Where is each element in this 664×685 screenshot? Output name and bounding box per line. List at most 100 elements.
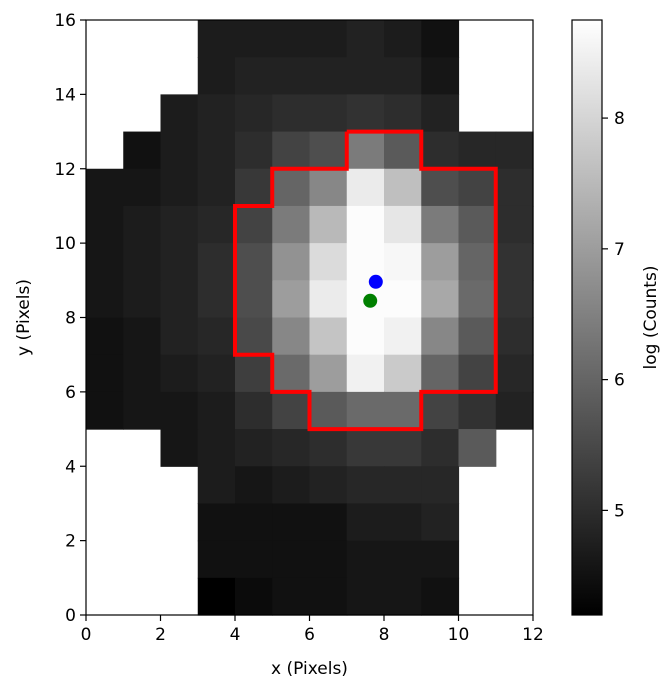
heatmap-cell — [458, 317, 497, 356]
heatmap-cell — [458, 205, 497, 244]
heatmap-cell — [384, 280, 422, 319]
heatmap-cell — [272, 354, 311, 393]
heatmap-cell — [197, 317, 236, 356]
heatmap-cell — [309, 540, 348, 579]
heatmap-cell — [346, 577, 385, 616]
heatmap-cell — [309, 131, 348, 170]
heatmap-cell — [160, 391, 199, 430]
heatmap-cell — [197, 503, 236, 542]
colorbar-tick-label: 8 — [614, 109, 625, 129]
heatmap-cell — [272, 466, 311, 505]
colorbar-label: log (Counts) — [641, 266, 661, 370]
heatmap-cell — [309, 57, 348, 95]
heatmap-cell — [495, 243, 534, 281]
heatmap-cell — [123, 391, 162, 430]
heatmap-cell — [272, 243, 311, 281]
heatmap-cell — [197, 466, 236, 505]
heatmap-cell — [421, 205, 460, 244]
heatmap-cell — [421, 354, 460, 393]
heatmap-cell — [346, 168, 385, 207]
x-tick-label: 10 — [448, 625, 470, 645]
heatmap-cell — [458, 391, 497, 430]
heatmap-cell — [309, 503, 348, 542]
heatmap-cell — [421, 20, 460, 58]
heatmap-cell — [197, 354, 236, 393]
heatmap-cell — [346, 57, 385, 95]
heatmap-cell — [309, 391, 348, 430]
heatmap-cell — [309, 577, 348, 616]
y-tick-label: 16 — [54, 11, 76, 31]
heatmap-cell — [235, 466, 273, 505]
heatmap-cell — [160, 168, 199, 207]
heatmap-cell — [384, 391, 422, 430]
heatmap-cell — [346, 131, 385, 170]
heatmap-cell — [384, 131, 422, 170]
heatmap-cell — [384, 94, 422, 133]
heatmap-cell — [346, 205, 385, 244]
x-tick-label: 0 — [81, 625, 92, 645]
y-tick-label: 4 — [65, 457, 76, 477]
heatmap-cell — [384, 429, 422, 467]
heatmap-cell — [160, 280, 199, 319]
heatmap-cell — [421, 280, 460, 319]
heatmap-cell — [272, 391, 311, 430]
centroid-marker — [368, 274, 383, 289]
heatmap-cell — [346, 94, 385, 133]
colorbar-tick-label: 7 — [614, 240, 625, 260]
heatmap-cell — [384, 57, 422, 95]
heatmap-cell — [235, 391, 273, 430]
x-tick-label: 4 — [230, 625, 241, 645]
heatmap-cell — [197, 243, 236, 281]
heatmap-cell — [421, 429, 460, 467]
colorbar-tick-label: 5 — [614, 501, 625, 521]
heatmap-cell — [160, 205, 199, 244]
heatmap-cell — [272, 503, 311, 542]
x-tick-label: 12 — [522, 625, 544, 645]
heatmap-cell — [458, 168, 497, 207]
heatmap-cell — [421, 94, 460, 133]
heatmap-cell — [458, 354, 497, 393]
heatmap-cell — [197, 391, 236, 430]
x-axis-label: x (Pixels) — [271, 659, 348, 679]
heatmap-cell — [197, 429, 236, 467]
heatmap-cell — [272, 429, 311, 467]
heatmap-cell — [86, 317, 124, 356]
heatmap-cell — [235, 317, 273, 356]
heatmap-cell — [458, 131, 497, 170]
heatmap-cell — [272, 20, 311, 58]
heatmap-cell — [123, 354, 162, 393]
heatmap-cell — [346, 354, 385, 393]
heatmap-cell — [458, 429, 497, 467]
heatmap-cell — [309, 205, 348, 244]
heatmap-cell — [235, 243, 273, 281]
heatmap-cell — [272, 94, 311, 133]
heatmap-cell — [384, 20, 422, 58]
heatmap-cell — [495, 391, 534, 430]
centroid-markers — [363, 274, 383, 308]
heatmap-cell — [495, 131, 534, 170]
heatmap-cell — [384, 503, 422, 542]
heatmap-cell — [272, 131, 311, 170]
heatmap-cell — [197, 94, 236, 133]
heatmap-cell — [197, 20, 236, 58]
heatmap-cell — [384, 168, 422, 207]
heatmap-cell — [235, 20, 273, 58]
x-axis-ticks: 0 2 4 6 8 10 12 — [81, 615, 544, 645]
heatmap-cell — [86, 243, 124, 281]
heatmap-cell — [346, 243, 385, 281]
heatmap-cell — [123, 317, 162, 356]
heatmap-cell — [458, 280, 497, 319]
heatmap-cell — [197, 57, 236, 95]
heatmap-cell — [86, 354, 124, 393]
heatmap-cell — [235, 354, 273, 393]
heatmap-cell — [495, 317, 534, 356]
heatmap-cell — [272, 57, 311, 95]
heatmap-cell — [272, 540, 311, 579]
heatmap-cell — [272, 280, 311, 319]
heatmap-cell — [421, 243, 460, 281]
heatmap-cell — [197, 205, 236, 244]
heatmap-cell — [235, 168, 273, 207]
heatmap-cell — [309, 94, 348, 133]
heatmap-cell — [309, 168, 348, 207]
